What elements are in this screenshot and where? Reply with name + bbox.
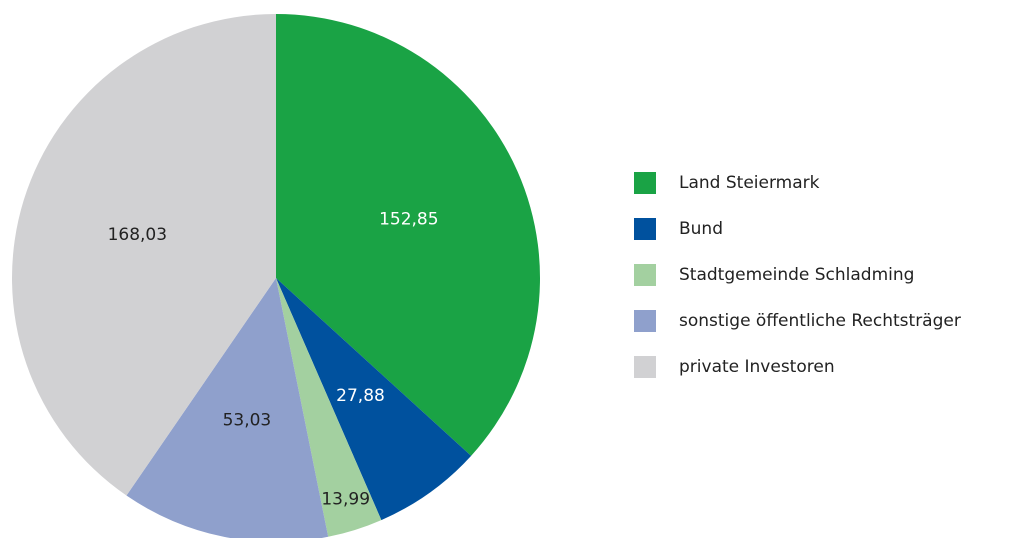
- legend-swatch: [634, 310, 656, 332]
- legend-label: Land Steiermark: [679, 173, 820, 193]
- pie-slice: [276, 14, 540, 456]
- legend-swatch: [634, 172, 656, 194]
- legend-swatch: [634, 218, 656, 240]
- pie-slice: [11, 14, 276, 496]
- legend-swatch: [634, 356, 656, 378]
- legend-label: Bund: [679, 219, 723, 239]
- slice-label: 53,03: [223, 410, 272, 430]
- pie-slice: [276, 278, 382, 537]
- pie-slice: [126, 278, 329, 538]
- slice-label: 168,03: [108, 225, 167, 245]
- legend-label: private Investoren: [679, 357, 835, 377]
- slice-label: 13,99: [321, 490, 370, 510]
- legend-swatch: [634, 264, 656, 286]
- legend-label: sonstige öffentliche Rechtsträger: [679, 311, 961, 331]
- slice-label: 27,88: [336, 386, 385, 406]
- legend-label: Stadtgemeinde Schladming: [679, 265, 914, 285]
- slice-label: 152,85: [379, 209, 438, 229]
- pie-slice: [276, 278, 472, 521]
